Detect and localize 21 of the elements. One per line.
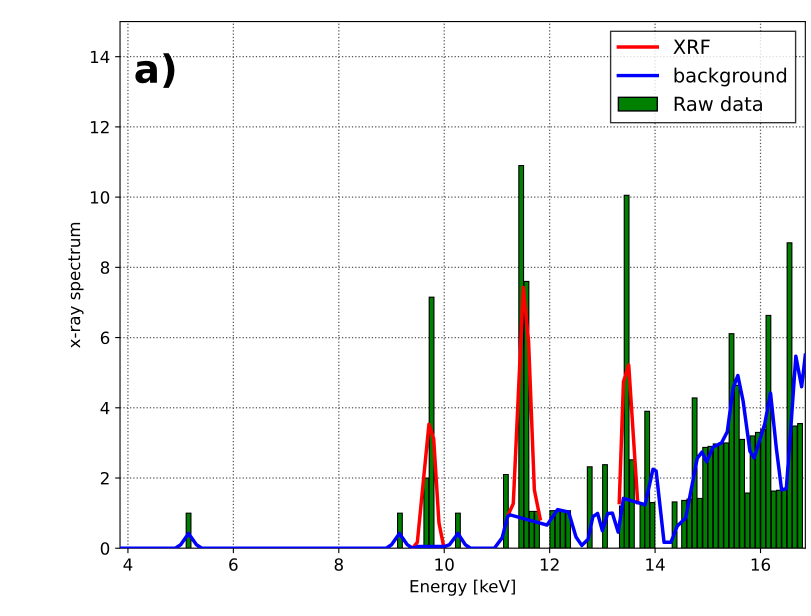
y-tick-label: 6 xyxy=(100,332,110,344)
x-tick-label: 16 xyxy=(752,558,770,571)
y-tick-label: 0 xyxy=(100,542,110,555)
y-tick-label: 12 xyxy=(90,120,109,134)
y-tick-label: 14 xyxy=(90,50,110,64)
x-tick-label: 14 xyxy=(646,558,665,571)
legend-label: background xyxy=(674,68,786,86)
y-tick-label: 2 xyxy=(100,472,109,484)
legend-label: XRF xyxy=(673,40,710,54)
y-tick-label: 8 xyxy=(100,261,110,274)
x-axis-title: Energy [keV] xyxy=(410,580,515,596)
x-tick-label: 8 xyxy=(334,558,343,571)
x-tick-label: 10 xyxy=(435,558,454,571)
x-tick-label: 6 xyxy=(229,558,238,571)
legend-label: Raw data xyxy=(674,96,762,112)
y-tick-label: 4 xyxy=(100,402,110,414)
x-tick-label: 12 xyxy=(540,558,559,571)
annotation: a) xyxy=(135,53,174,88)
y-axis-title: x-ray spectrum xyxy=(68,222,84,348)
y-tick-label: 10 xyxy=(90,191,110,204)
x-tick-label: 4 xyxy=(123,558,132,571)
